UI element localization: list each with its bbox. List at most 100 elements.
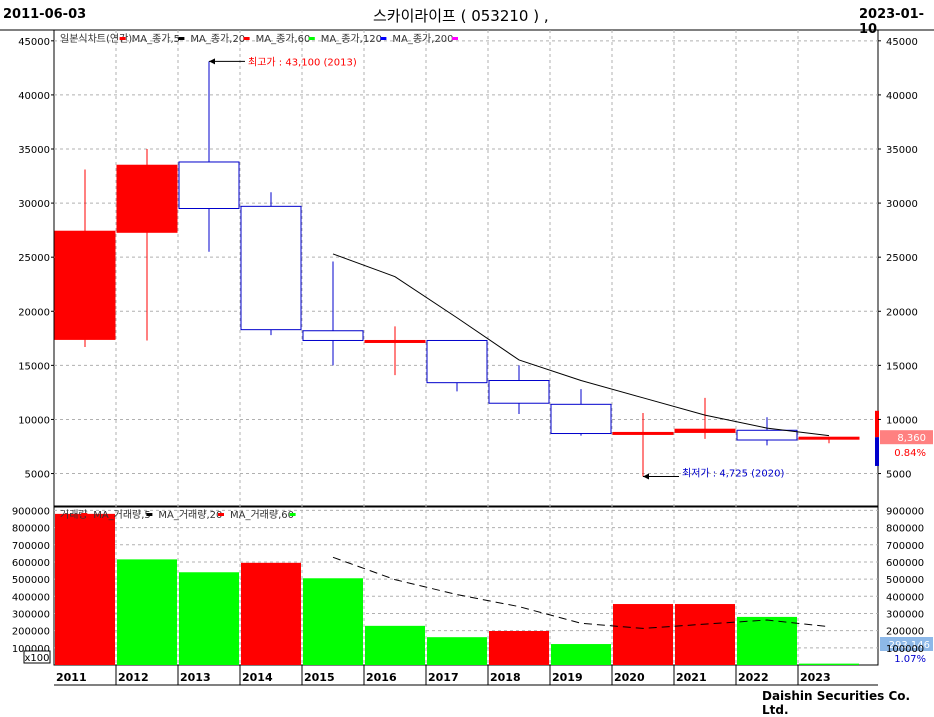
volume-tick-label-left: 400000 [12, 592, 50, 603]
price-legend-label: MA_종가,5 [132, 33, 180, 45]
price-legend-swatch [119, 37, 126, 40]
volume-bar [427, 637, 487, 665]
grid [54, 30, 878, 685]
volume-bar [365, 625, 425, 665]
year-label: 2018 [490, 671, 521, 684]
volume-legend-label: MA_거래량,20 [158, 509, 222, 521]
price-ma-line [332, 253, 830, 437]
year-label: 2016 [366, 671, 397, 684]
candle-body [488, 380, 550, 404]
price-tick-label-left: 20000 [18, 307, 50, 318]
volume-bar [613, 604, 673, 665]
price-tick-label-right: 20000 [886, 307, 918, 318]
price-tick-label-right: 40000 [886, 91, 918, 102]
volume-unit-label: x100 [24, 653, 49, 664]
volume-tick-label-right: 800000 [886, 524, 924, 535]
price-tick-label-right: 35000 [886, 145, 918, 156]
price-legend-swatch [452, 37, 458, 40]
range-bar-up [875, 410, 879, 438]
year-label: 2020 [614, 671, 645, 684]
year-label: 2022 [738, 671, 769, 684]
volume-tick-label-right: 300000 [886, 609, 924, 620]
price-legend-swatch [243, 37, 250, 40]
candle-body [178, 161, 240, 209]
candle-body [302, 330, 364, 341]
candle-body [426, 339, 488, 384]
price-tick-label-right: 5000 [886, 470, 911, 481]
high-annotation-arrow [209, 58, 215, 65]
volume-legend-swatch [218, 513, 224, 516]
volume-tick-label-right: 600000 [886, 558, 924, 569]
price-tick-label-right: 15000 [886, 361, 918, 372]
volume-tick-label-right: 900000 [886, 506, 924, 517]
price-legend-label: MA_종가,60 [256, 33, 311, 45]
volume-bar [303, 578, 363, 665]
volume-bar [117, 559, 177, 665]
low-annotation-label: 최저가 : 4,725 (2020) [682, 468, 784, 480]
volume-tick-label-right: 100000 [886, 644, 924, 655]
price-legend-label: MA_종가,200 [392, 33, 453, 45]
candle-body [550, 403, 612, 435]
price-legend-label: MA_종가,120 [321, 33, 382, 45]
price-tick-label-right: 45000 [886, 37, 918, 48]
candle-body [674, 428, 736, 433]
volume-bar [737, 616, 797, 665]
candle-body [54, 230, 116, 340]
volume-panel: 거래량 MA_거래량,5 MA_거래량,20 MA_거래량,60 293,146 1.07… [55, 509, 933, 665]
volume-legend-label: MA_거래량,60 [230, 509, 294, 521]
price-tick-label-right: 10000 [886, 415, 918, 426]
axes: 5000 5000 10000 10000 15000 15000 20000 20000 25… [12, 37, 924, 684]
price-tick-label-left: 10000 [18, 415, 50, 426]
price-legend-label: MA_종가,20 [190, 33, 245, 45]
volume-tick-label-left: 300000 [12, 609, 50, 620]
last-price-value: 8,360 [897, 433, 926, 444]
volume-bar [799, 663, 859, 665]
price-tick-label-left: 30000 [18, 199, 50, 210]
high-annotation-label: 최고가 : 43,100 (2013) [248, 56, 357, 68]
price-tick-label-left: 15000 [18, 361, 50, 372]
volume-legend-swatch [289, 513, 296, 516]
volume-legend-swatch [146, 513, 153, 516]
price-tick-label-left: 5000 [25, 470, 50, 481]
volume-legend-label: MA_거래량,5 [93, 509, 151, 521]
year-label: 2013 [180, 671, 211, 684]
volume-tick-label-right: 200000 [886, 627, 924, 638]
volume-tick-label-right: 500000 [886, 575, 924, 586]
volume-legend-swatch [81, 513, 88, 516]
volume-bar [489, 630, 549, 665]
last-price-tag [880, 430, 933, 445]
volume-tick-label-left: 900000 [12, 506, 50, 517]
year-label: 2017 [428, 671, 459, 684]
year-label: 2012 [118, 671, 149, 684]
volume-tick-label-right: 700000 [886, 541, 924, 552]
range-bar-down [875, 437, 879, 466]
price-tick-label-left: 40000 [18, 91, 50, 102]
volume-tick-label-left: 800000 [12, 524, 50, 535]
price-tick-label-right: 25000 [886, 253, 918, 264]
year-label: 2021 [676, 671, 707, 684]
price-tick-label-left: 45000 [18, 37, 50, 48]
price-tick-label-left: 25000 [18, 253, 50, 264]
candle-body [612, 431, 674, 435]
year-label: 2011 [56, 671, 87, 684]
candle-body [116, 164, 178, 233]
volume-unit-box [23, 650, 51, 664]
volume-tick-label-left: 500000 [12, 575, 50, 586]
price-panel: 최고가 : 43,100 (2013) 최저가 : 4,725 (2020) 8,3… [54, 33, 933, 480]
candle-body [798, 436, 860, 440]
candle-body [364, 339, 426, 343]
year-label: 2014 [242, 671, 273, 684]
start-date: 2011-06-03 [3, 7, 87, 22]
stock-title: 스카이라이프 ( 053210 ) , [373, 7, 549, 25]
price-legend-swatch [308, 37, 315, 40]
candle-body [240, 205, 302, 331]
year-label: 2015 [304, 671, 335, 684]
price-legend-swatch [178, 37, 185, 40]
volume-tick-label-left: 700000 [12, 541, 50, 552]
volume-bar [675, 604, 735, 665]
volume-bar [55, 513, 115, 665]
volume-bar [551, 644, 611, 665]
volume-tick-label-left: 600000 [12, 558, 50, 569]
volume-bar [241, 562, 301, 665]
